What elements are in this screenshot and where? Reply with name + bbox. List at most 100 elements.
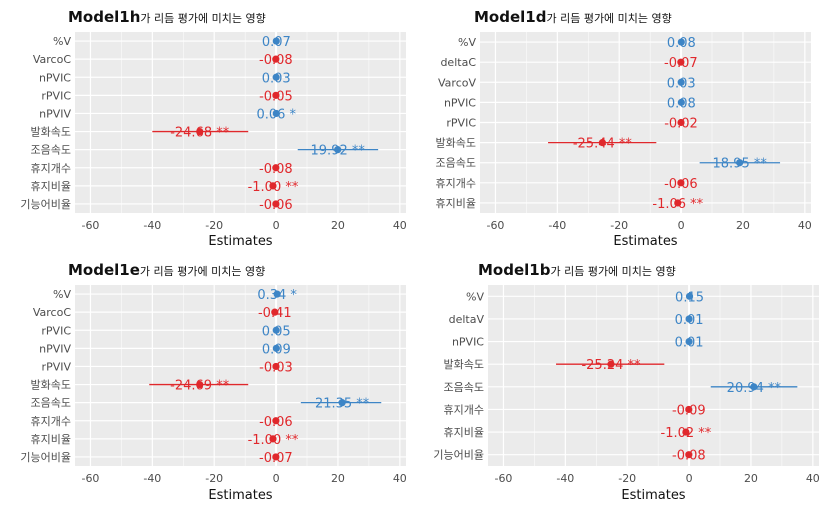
- estimate-point: [272, 73, 280, 81]
- estimate-point: [272, 326, 280, 334]
- y-category-label: 발화속도: [436, 137, 476, 150]
- estimate-label: 20.94 **: [727, 381, 782, 396]
- plot-panel: [75, 285, 406, 466]
- y-category-label: rPVIC: [446, 117, 476, 130]
- y-category-label: nPVIC: [39, 71, 71, 84]
- estimate-label: 19.92 **: [311, 144, 366, 159]
- y-category-label: %V: [466, 290, 484, 303]
- x-tick-label: -60: [486, 219, 504, 232]
- estimate-point: [272, 417, 280, 425]
- estimate-label: 0.07: [262, 35, 291, 50]
- x-tick-label: 0: [273, 219, 280, 232]
- y-category-label: 기능어비율: [20, 198, 71, 211]
- estimate-point: [677, 78, 685, 86]
- estimate-label: 0.06 *: [256, 107, 296, 122]
- y-category-label: 휴지개수: [436, 177, 476, 190]
- x-axis-title: Estimates: [621, 488, 685, 503]
- x-tick-label: -60: [494, 472, 512, 485]
- x-tick-label: -20: [618, 472, 636, 485]
- estimate-label: -0.07: [664, 56, 698, 71]
- estimate-point: [598, 139, 606, 147]
- y-category-label: deltaV: [449, 313, 485, 326]
- estimate-label: -0.05: [259, 89, 293, 104]
- y-category-label: 발화속도: [31, 126, 71, 139]
- x-tick-label: 20: [736, 219, 750, 232]
- estimate-point: [272, 164, 280, 172]
- estimate-point: [685, 451, 693, 459]
- x-tick-label: 20: [331, 472, 345, 485]
- estimate-point: [196, 127, 204, 136]
- estimate-point: [338, 399, 346, 407]
- panel-title-suffix: 가 리듬 평가에 미치는 영향: [550, 265, 675, 278]
- y-category-label: nPVIC: [452, 336, 484, 349]
- estimate-label: 0.03: [262, 71, 291, 86]
- y-category-label: 조음속도: [31, 397, 71, 410]
- x-tick-label: 40: [806, 472, 820, 485]
- y-category-label: nPVIV: [39, 342, 71, 355]
- estimate-label: -0.02: [664, 117, 698, 132]
- y-category-label: VarcoC: [33, 306, 71, 319]
- estimate-point: [677, 118, 685, 127]
- estimate-label: -0.08: [672, 449, 706, 464]
- estimate-label: -0.07: [259, 451, 293, 466]
- estimate-label: -0.06: [664, 177, 698, 192]
- estimate-label: -1.00 **: [248, 180, 299, 195]
- x-tick-label: 20: [331, 219, 345, 232]
- x-tick-label: -40: [143, 219, 161, 232]
- panel-title-suffix: 가 리듬 평가에 미치는 영향: [140, 12, 265, 25]
- estimate-label: -0.06: [259, 198, 293, 213]
- x-tick-label: 0: [686, 472, 693, 485]
- x-tick-label: -40: [548, 219, 566, 232]
- y-category-label: rPVIC: [41, 89, 71, 102]
- y-category-label: 발화속도: [444, 358, 484, 371]
- estimate-point: [273, 290, 281, 298]
- estimate-label: 0.01: [675, 336, 704, 351]
- panel-title-model: Model1h: [68, 8, 140, 26]
- estimate-label: -24.69 **: [170, 379, 230, 394]
- estimate-label: -1.06 **: [652, 197, 703, 212]
- estimate-point: [272, 362, 280, 371]
- estimate-point: [272, 453, 280, 461]
- x-tick-label: -20: [610, 219, 628, 232]
- estimate-label: -1.00 **: [248, 433, 299, 448]
- estimate-point: [334, 146, 342, 154]
- y-category-label: %V: [53, 35, 71, 48]
- estimate-label: 0.08: [667, 36, 696, 51]
- x-tick-label: -40: [143, 472, 161, 485]
- estimate-label: -25.24 **: [581, 358, 641, 373]
- x-axis-title: Estimates: [613, 234, 677, 249]
- panel-title-model: Model1e: [68, 261, 140, 279]
- panel-title-suffix: 가 리듬 평가에 미치는 영향: [546, 12, 671, 25]
- y-category-label: 기능어비율: [433, 449, 484, 462]
- panel-title: Model1e가 리듬 평가에 미치는 영향: [68, 261, 265, 279]
- estimate-point: [607, 360, 615, 368]
- y-category-label: 휴지개수: [31, 415, 71, 428]
- y-category-label: 휴지개수: [31, 162, 71, 175]
- estimate-label: 0.03: [667, 76, 696, 91]
- x-tick-label: 20: [744, 472, 758, 485]
- estimate-point: [272, 200, 280, 208]
- y-category-label: 휴지비율: [444, 426, 484, 439]
- estimate-point: [269, 435, 277, 443]
- plot-panel: [75, 32, 406, 213]
- estimate-label: 18.95 **: [713, 157, 768, 172]
- y-category-label: 휴지비율: [436, 197, 476, 210]
- estimate-point: [272, 91, 280, 99]
- estimate-point: [272, 55, 280, 63]
- estimate-point: [685, 315, 693, 323]
- estimate-label: -0.08: [259, 162, 293, 177]
- estimate-label: 0.15: [675, 290, 704, 305]
- estimate-point: [682, 428, 690, 436]
- estimate-point: [677, 179, 685, 187]
- estimate-point: [677, 98, 685, 106]
- x-tick-label: -40: [556, 472, 574, 485]
- estimate-label: -0.03: [259, 360, 293, 375]
- y-category-label: 발화속도: [31, 379, 71, 392]
- x-tick-label: 40: [798, 219, 812, 232]
- x-tick-label: 40: [393, 472, 407, 485]
- y-category-label: %V: [458, 36, 476, 49]
- estimate-point: [196, 380, 204, 389]
- estimate-point: [272, 109, 280, 118]
- y-category-label: 조음속도: [444, 381, 484, 394]
- y-category-label: 기능어비율: [20, 451, 71, 464]
